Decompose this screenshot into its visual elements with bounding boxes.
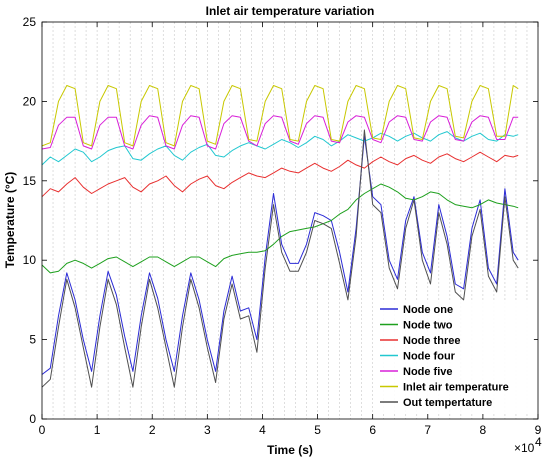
x-exponent: ×10 4 [514,435,542,455]
x-tick-label: 7 [424,423,431,437]
legend-label: Node one [403,304,453,316]
series-line-1 [41,135,519,375]
x-tick-label: 4 [259,423,266,437]
x-tick-label: 9 [535,423,542,437]
plot-frame [41,21,539,420]
series-line-6 [41,85,519,147]
x-tick-label: 0 [39,423,46,437]
legend-label: Node five [403,366,453,378]
x-exponent-base: ×10 [514,441,535,455]
legend-label: Out tempertature [403,397,492,409]
axis-ticks: 0 1 2 3 4 5 6 7 8 9 0 5 10 15 20 25 [23,15,542,437]
series-line-7 [41,129,519,388]
y-tick-label: 0 [29,412,36,426]
legend-label: Node four [403,351,456,363]
legend-items: Node one Node two Node three Node four Node … [380,304,509,409]
legend-label: Inlet air temperature [403,382,509,394]
series-line-5 [41,115,519,150]
x-tick-label: 2 [149,423,156,437]
legend-label: Node three [403,335,460,347]
series-line-2 [41,183,519,274]
y-tick-label: 10 [23,253,37,267]
x-tick-label: 5 [314,423,321,437]
chart-title: Inlet air temperature variation [206,4,375,18]
series-line-4 [41,131,519,166]
series-line-3 [41,151,519,198]
x-tick-label: 8 [480,423,487,437]
x-exponent-power: 4 [535,435,542,449]
y-tick-label: 25 [23,15,37,29]
x-tick-label: 3 [204,423,211,437]
series-lines [41,85,519,388]
legend-label: Node two [403,320,453,332]
x-axis-title: Time (s) [267,443,313,457]
y-tick-label: 15 [23,174,37,188]
x-tick-label: 1 [94,423,101,437]
y-tick-label: 20 [23,94,37,108]
legend: Node one Node two Node three Node four Node … [376,302,534,412]
x-tick-label: 6 [369,423,376,437]
y-axis-title: Temperature (°C) [3,172,17,269]
y-tick-label: 5 [29,333,36,347]
legend-box [376,302,534,412]
